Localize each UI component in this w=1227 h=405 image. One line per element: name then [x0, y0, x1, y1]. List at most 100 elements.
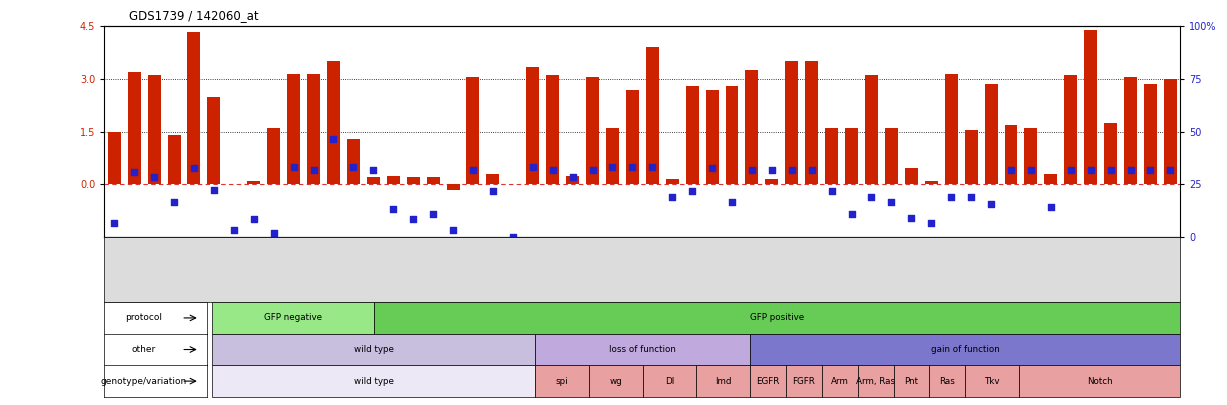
- Point: [602, 164, 622, 170]
- Bar: [1025, 128, 1037, 184]
- Point: [941, 193, 961, 200]
- Text: wild type: wild type: [353, 345, 394, 354]
- Bar: [805, 62, 818, 184]
- Bar: [188, 32, 200, 184]
- Bar: [447, 184, 459, 190]
- Text: GFP positive: GFP positive: [750, 313, 804, 322]
- Bar: [147, 75, 161, 184]
- Point: [463, 167, 482, 173]
- Text: loss of function: loss of function: [609, 345, 676, 354]
- Point: [961, 193, 980, 200]
- Point: [164, 198, 184, 205]
- Point: [861, 193, 881, 200]
- Text: Ras: Ras: [940, 377, 956, 386]
- Text: protocol: protocol: [125, 313, 162, 322]
- Point: [225, 227, 244, 233]
- Point: [542, 167, 562, 173]
- Bar: [227, 183, 240, 184]
- Bar: [566, 175, 579, 184]
- Bar: [1064, 75, 1077, 184]
- Bar: [546, 75, 560, 184]
- Bar: [248, 181, 260, 184]
- Bar: [964, 130, 978, 184]
- Bar: [507, 183, 519, 184]
- Text: Tkv: Tkv: [984, 377, 1000, 386]
- Text: Pnt: Pnt: [904, 377, 919, 386]
- Point: [324, 135, 344, 142]
- Text: Dl: Dl: [665, 377, 674, 386]
- Text: Notch: Notch: [1087, 377, 1113, 386]
- Bar: [865, 75, 879, 184]
- Point: [1101, 167, 1120, 173]
- Bar: [706, 90, 719, 184]
- Text: gain of function: gain of function: [931, 345, 1000, 354]
- Bar: [746, 70, 758, 184]
- Point: [1120, 167, 1140, 173]
- Bar: [984, 84, 998, 184]
- Point: [842, 211, 861, 217]
- Bar: [1164, 79, 1177, 184]
- Point: [643, 164, 663, 170]
- Bar: [925, 181, 937, 184]
- Bar: [945, 74, 958, 184]
- Point: [184, 165, 204, 172]
- Point: [404, 216, 423, 223]
- Bar: [666, 179, 679, 184]
- Bar: [427, 177, 439, 184]
- Bar: [108, 132, 120, 184]
- Point: [982, 200, 1001, 207]
- Text: wg: wg: [610, 377, 622, 386]
- Point: [802, 167, 822, 173]
- Point: [1001, 167, 1021, 173]
- Point: [244, 216, 264, 223]
- Bar: [845, 128, 858, 184]
- Bar: [1085, 30, 1097, 184]
- Point: [921, 220, 941, 226]
- Bar: [347, 139, 360, 184]
- Bar: [367, 177, 380, 184]
- Point: [304, 167, 324, 173]
- Bar: [1124, 77, 1137, 184]
- Text: Imd: Imd: [715, 377, 731, 386]
- Bar: [128, 72, 141, 184]
- Point: [1141, 167, 1161, 173]
- Bar: [526, 67, 539, 184]
- Bar: [766, 179, 778, 184]
- Point: [622, 164, 642, 170]
- Bar: [387, 175, 400, 184]
- Point: [742, 167, 762, 173]
- Point: [443, 227, 463, 233]
- Bar: [904, 168, 918, 184]
- Point: [1061, 167, 1081, 173]
- Text: genotype/variation: genotype/variation: [101, 377, 187, 386]
- Bar: [307, 74, 320, 184]
- Text: GDS1739 / 142060_at: GDS1739 / 142060_at: [129, 9, 259, 22]
- Point: [1021, 167, 1040, 173]
- Bar: [626, 90, 639, 184]
- Point: [723, 198, 742, 205]
- Point: [283, 164, 303, 170]
- Text: FGFR: FGFR: [793, 377, 815, 386]
- Point: [782, 167, 801, 173]
- Point: [363, 167, 383, 173]
- Point: [1161, 167, 1180, 173]
- Bar: [606, 128, 618, 184]
- Point: [882, 198, 902, 205]
- Text: other: other: [131, 345, 156, 354]
- Point: [124, 169, 144, 175]
- Bar: [1044, 174, 1058, 184]
- Bar: [1144, 84, 1157, 184]
- Bar: [406, 177, 420, 184]
- Point: [902, 214, 921, 221]
- Point: [563, 174, 583, 181]
- Bar: [486, 174, 499, 184]
- Bar: [587, 77, 599, 184]
- Point: [483, 188, 503, 194]
- Point: [1081, 167, 1101, 173]
- Point: [503, 234, 523, 240]
- Point: [145, 174, 164, 181]
- Bar: [725, 86, 739, 184]
- Bar: [885, 128, 898, 184]
- Text: spi: spi: [556, 377, 568, 386]
- Text: Arm: Arm: [831, 377, 849, 386]
